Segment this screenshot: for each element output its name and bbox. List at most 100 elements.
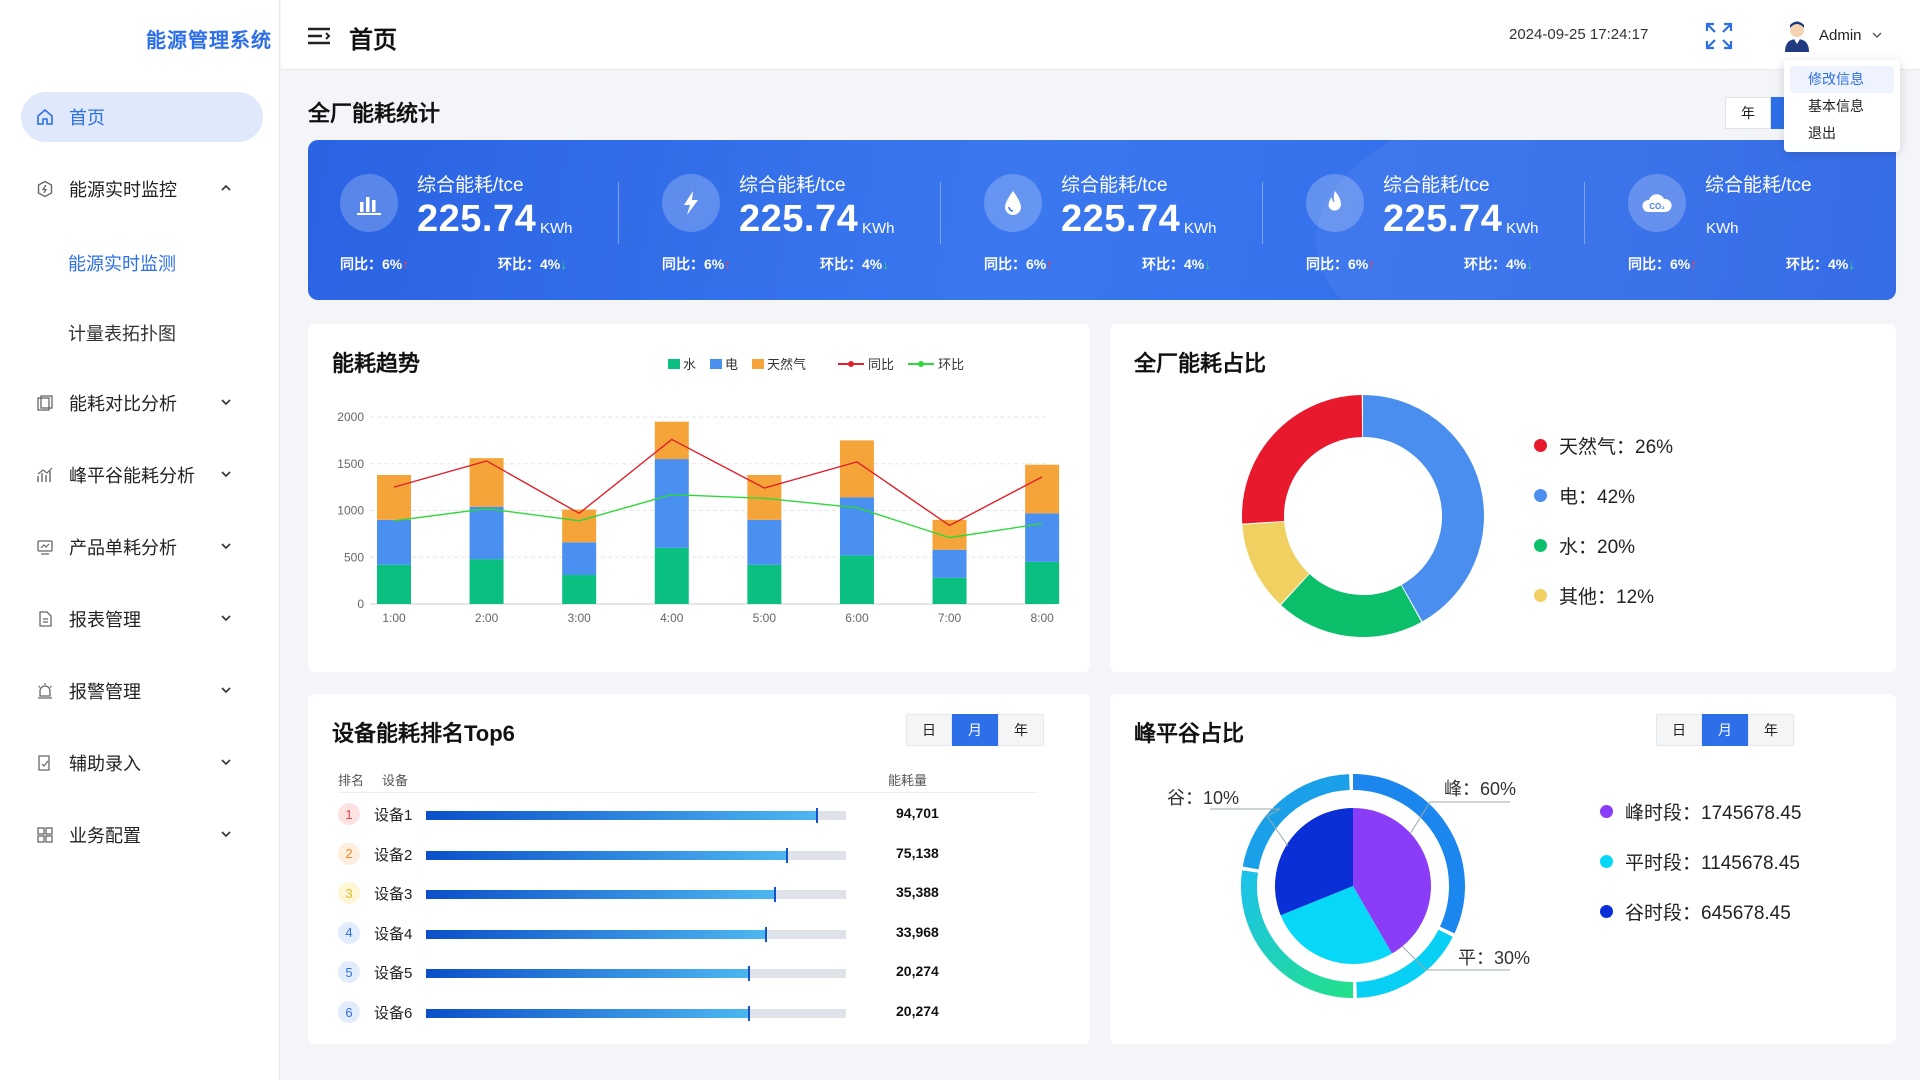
sidebar-item-peak-analysis[interactable]: 峰平谷能耗分析 bbox=[21, 450, 263, 500]
avatar[interactable] bbox=[1783, 20, 1811, 52]
period-year-button[interactable]: 年 bbox=[1748, 714, 1794, 746]
period-day-button[interactable]: 日 bbox=[1656, 714, 1702, 746]
progress-track bbox=[426, 808, 846, 823]
product-icon bbox=[35, 537, 55, 557]
y-tick-label: 0 bbox=[357, 597, 364, 611]
stat-yoy: 同比：6%↑ bbox=[1306, 256, 1376, 272]
period-day-button[interactable]: 日 bbox=[906, 714, 952, 746]
ranking-title: 设备能耗排名Top6 bbox=[332, 721, 515, 746]
sidebar-item-label: 首页 bbox=[69, 108, 105, 128]
chevron-down-icon bbox=[221, 831, 231, 838]
lightning-icon bbox=[662, 174, 720, 232]
arrow-down-icon: ↓ bbox=[1848, 256, 1856, 272]
progress-fill bbox=[426, 847, 789, 863]
sidebar-item-report[interactable]: 报表管理 bbox=[21, 594, 263, 644]
stat-yoy: 同比：6%↑ bbox=[662, 256, 732, 272]
stat-card: CO₂ 综合能耗/tce KWh 同比：6%↑ 环比：4%↓ bbox=[1596, 140, 1896, 300]
sidebar-item-alarm[interactable]: 报警管理 bbox=[21, 666, 263, 716]
stat-value: 225.74 bbox=[417, 198, 537, 240]
sidebar-item-realtime-monitor[interactable]: 能源实时监控 bbox=[21, 164, 263, 214]
device-name: 设备5 bbox=[374, 965, 413, 983]
legend-item-power[interactable]: 电 bbox=[710, 354, 738, 373]
menu-item-edit-info[interactable]: 修改信息 bbox=[1790, 66, 1894, 93]
stat-label: 综合能耗/tce bbox=[739, 175, 846, 196]
page-title: 首页 bbox=[349, 27, 397, 54]
peak-title: 峰平谷占比 bbox=[1134, 721, 1245, 746]
chevron-down-icon bbox=[221, 615, 231, 622]
device-name: 设备6 bbox=[374, 1005, 413, 1022]
fullscreen-icon[interactable] bbox=[1705, 22, 1733, 50]
stat-label: 综合能耗/tce bbox=[1061, 175, 1168, 196]
value-header: 能耗量 bbox=[888, 773, 928, 788]
bar-segment bbox=[839, 440, 874, 498]
device-value: 35,388 bbox=[896, 884, 939, 901]
bar-segment bbox=[562, 575, 597, 604]
legend-item-other: 其他：12% bbox=[1534, 570, 1673, 620]
bar-segment bbox=[932, 577, 967, 604]
sidebar-item-label: 报警管理 bbox=[69, 682, 141, 702]
menu-fold-icon[interactable] bbox=[307, 26, 331, 46]
username[interactable]: Admin bbox=[1819, 27, 1862, 44]
legend-item-yoy[interactable]: 同比 bbox=[838, 354, 894, 373]
sidebar-subitem-meter-topology[interactable]: 计量表拓扑图 bbox=[68, 324, 176, 344]
label-leader-line bbox=[1409, 801, 1510, 835]
label-leader-line bbox=[1401, 945, 1510, 971]
device-value: 94,701 bbox=[896, 805, 939, 821]
sidebar-item-product-analysis[interactable]: 产品单耗分析 bbox=[21, 522, 263, 572]
x-tick-label: 3:00 bbox=[568, 611, 592, 625]
table-row[interactable]: 2 设备2 75,138 bbox=[338, 838, 1038, 868]
period-month-button[interactable]: 月 bbox=[952, 714, 998, 746]
bar-segment bbox=[1025, 464, 1060, 514]
sidebar-item-home[interactable]: 首页 bbox=[21, 92, 263, 142]
menu-item-basic-info[interactable]: 基本信息 bbox=[1808, 98, 1864, 114]
arrow-up-icon: ↑ bbox=[402, 256, 410, 272]
outer-ring-segment bbox=[1242, 774, 1350, 870]
bar-segment bbox=[469, 458, 504, 507]
bar-segment bbox=[469, 559, 504, 604]
progress-track bbox=[426, 926, 846, 942]
stat-unit: KWh bbox=[1706, 220, 1739, 237]
rank-header: 排名 bbox=[338, 773, 365, 788]
donut-slice bbox=[1242, 520, 1310, 605]
legend-item-gas[interactable]: 天然气 bbox=[752, 354, 806, 373]
chevron-down-icon bbox=[221, 471, 231, 478]
table-row[interactable]: 3 设备3 35,388 bbox=[338, 877, 1038, 907]
period-month-button[interactable]: 月 bbox=[1702, 714, 1748, 746]
sidebar-item-input[interactable]: 辅助录入 bbox=[21, 738, 263, 788]
label-leader-line bbox=[1210, 808, 1281, 817]
table-row[interactable]: 5 设备5 20,274 bbox=[338, 956, 1038, 986]
progress-track bbox=[426, 887, 846, 903]
stat-mom: 环比：4%↓ bbox=[498, 256, 568, 272]
table-row[interactable]: 6 设备6 20,274 bbox=[338, 996, 1038, 1026]
legend-item-mom[interactable]: 环比 bbox=[908, 354, 964, 373]
period-year-button[interactable]: 年 bbox=[998, 714, 1044, 746]
chevron-down-icon[interactable] bbox=[1871, 30, 1883, 40]
stat-card: 综合能耗/tce 225.74 KWh 同比：6%↑ 环比：4%↓ bbox=[308, 140, 630, 300]
progress-fill bbox=[426, 887, 776, 903]
sidebar-item-compare[interactable]: 能耗对比分析 bbox=[21, 378, 263, 428]
trend-chart: 0 500 1000 1500 2000 1:00 2:00 3:00 4:00 5:00 6:00… bbox=[337, 410, 1060, 625]
config-icon bbox=[35, 825, 55, 845]
share-title: 全厂能耗占比 bbox=[1134, 351, 1267, 376]
app-title: 能源管理系统 bbox=[146, 30, 272, 52]
legend-item-water[interactable]: 水 bbox=[668, 354, 696, 373]
sidebar-item-label: 峰平谷能耗分析 bbox=[69, 466, 195, 486]
arrow-up-icon: ↑ bbox=[724, 256, 732, 272]
bar-segment bbox=[469, 506, 504, 560]
period-year-button[interactable]: 年 bbox=[1725, 97, 1771, 129]
menu-item-logout[interactable]: 退出 bbox=[1808, 125, 1836, 141]
peak-card: 峰平谷占比 日 月 年 谷：10% 峰：60% 平：30% 峰时段：1745678.… bbox=[1110, 694, 1896, 1044]
outer-ring-segment bbox=[1352, 774, 1465, 934]
pie-slice bbox=[1280, 886, 1392, 964]
legend-item-peak: 峰时段：1745678.45 bbox=[1600, 786, 1801, 836]
sidebar-subitem-realtime-detect[interactable]: 能源实时监测 bbox=[68, 254, 176, 274]
x-tick-label: 7:00 bbox=[938, 611, 962, 625]
label-leader-line bbox=[1266, 815, 1289, 847]
table-row[interactable]: 1 设备1 94,701 bbox=[338, 798, 1038, 828]
arrow-up-icon: ↑ bbox=[1690, 256, 1698, 272]
sidebar-item-config[interactable]: 业务配置 bbox=[21, 810, 263, 860]
chevron-down-icon bbox=[221, 687, 231, 694]
share-card: 全厂能耗占比 天然气：26% 电：42% 水：20% 其他：12% bbox=[1110, 324, 1896, 672]
sidebar-item-label: 辅助录入 bbox=[69, 754, 141, 774]
table-row[interactable]: 4 设备4 33,968 bbox=[338, 917, 1038, 947]
